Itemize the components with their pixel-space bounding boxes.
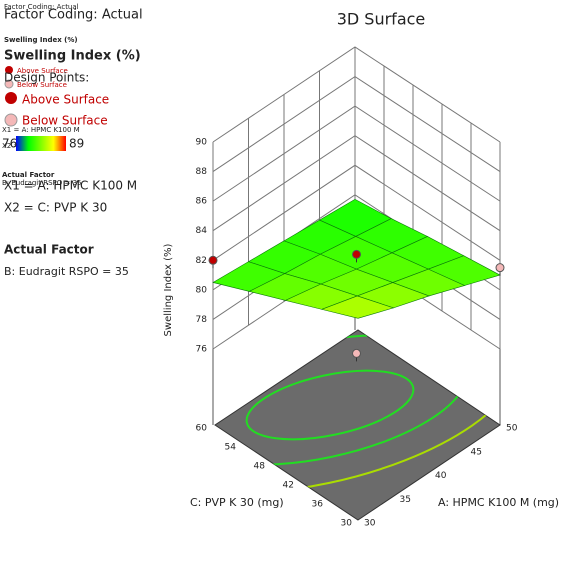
legend-marker bbox=[4, 79, 14, 89]
x-axis-label: A: HPMC K100 M (mg) bbox=[438, 496, 559, 509]
legend-marker bbox=[4, 113, 18, 127]
z-tick-label: 82 bbox=[196, 256, 207, 266]
design-point bbox=[352, 249, 361, 259]
small-text: B: Eudragit RSPO = 35 bbox=[2, 179, 81, 187]
overlay: 76 78 80 82 84 86 88 90 30 35 40 45 50 30 36 42 48 54 60 bbox=[196, 138, 518, 529]
legend-label: Above Surface bbox=[22, 93, 109, 107]
x-tick-label: 30 bbox=[364, 519, 376, 529]
factor-coding: Factor Coding: Actual bbox=[4, 8, 143, 23]
y-tick-label: 54 bbox=[225, 443, 237, 453]
grid-line bbox=[212, 46, 501, 143]
small-text: Above Surface bbox=[17, 67, 68, 75]
design-point bbox=[208, 255, 218, 265]
x-tick-label: 50 bbox=[506, 424, 518, 434]
z-tick-label: 86 bbox=[196, 197, 208, 207]
color-bar bbox=[16, 136, 66, 151]
legend-marker bbox=[5, 92, 17, 104]
surface-cell bbox=[320, 295, 395, 319]
z-axis-label: Swelling Index (%) bbox=[163, 243, 174, 336]
small-text: Actual Factor bbox=[2, 171, 55, 179]
x-tick-label: 45 bbox=[471, 447, 482, 457]
small-text: Factor Coding: Actual bbox=[4, 3, 79, 11]
surface bbox=[212, 198, 501, 319]
design-point bbox=[352, 348, 361, 358]
small-text: Below Surface bbox=[17, 81, 67, 89]
chart-title: 3D Surface bbox=[337, 10, 426, 29]
y-axis-label: C: PVP K 30 (mg) bbox=[190, 496, 284, 509]
y-tick-label: 36 bbox=[312, 500, 324, 510]
color-range-label: 89 bbox=[69, 137, 84, 151]
legend-marker bbox=[5, 66, 13, 74]
x-tick-label: 35 bbox=[400, 495, 411, 505]
design-points-label: Design Points: bbox=[4, 71, 89, 85]
x-tick-label: 40 bbox=[435, 471, 447, 481]
grid-line bbox=[212, 105, 501, 202]
z-tick-label: 90 bbox=[196, 138, 208, 148]
z-tick-label: 88 bbox=[196, 167, 208, 177]
design-point bbox=[495, 263, 505, 273]
legend-label: Below Surface bbox=[22, 114, 108, 128]
small-text: X1 = A: HPMC K100 M bbox=[2, 126, 80, 134]
z-tick-label: 80 bbox=[196, 285, 208, 295]
z-tick-label: 76 bbox=[196, 345, 208, 355]
actual-factor-title: Actual Factor bbox=[4, 243, 94, 257]
color-range-label: 76 bbox=[2, 137, 17, 151]
small-text: Swelling Index (%) bbox=[4, 36, 78, 44]
z-tick-label: 78 bbox=[196, 315, 208, 325]
response-title: Swelling Index (%) bbox=[4, 49, 141, 64]
factor-label: X1 = A: HPMC K100 M bbox=[4, 179, 137, 193]
y-tick-label: 60 bbox=[196, 424, 208, 434]
floor bbox=[214, 329, 501, 521]
y-tick-label: 48 bbox=[254, 462, 266, 472]
z-tick-label: 84 bbox=[196, 226, 208, 236]
legend: Factor Coding: Actual Swelling Index (%)… bbox=[2, 3, 143, 278]
factor-label: X2 = C: PVP K 30 bbox=[4, 201, 107, 215]
grid-line bbox=[212, 75, 501, 172]
actual-factor: B: Eudragit RSPO = 35 bbox=[4, 265, 129, 278]
y-tick-label: 42 bbox=[283, 481, 294, 491]
y-tick-label: 30 bbox=[341, 519, 353, 529]
